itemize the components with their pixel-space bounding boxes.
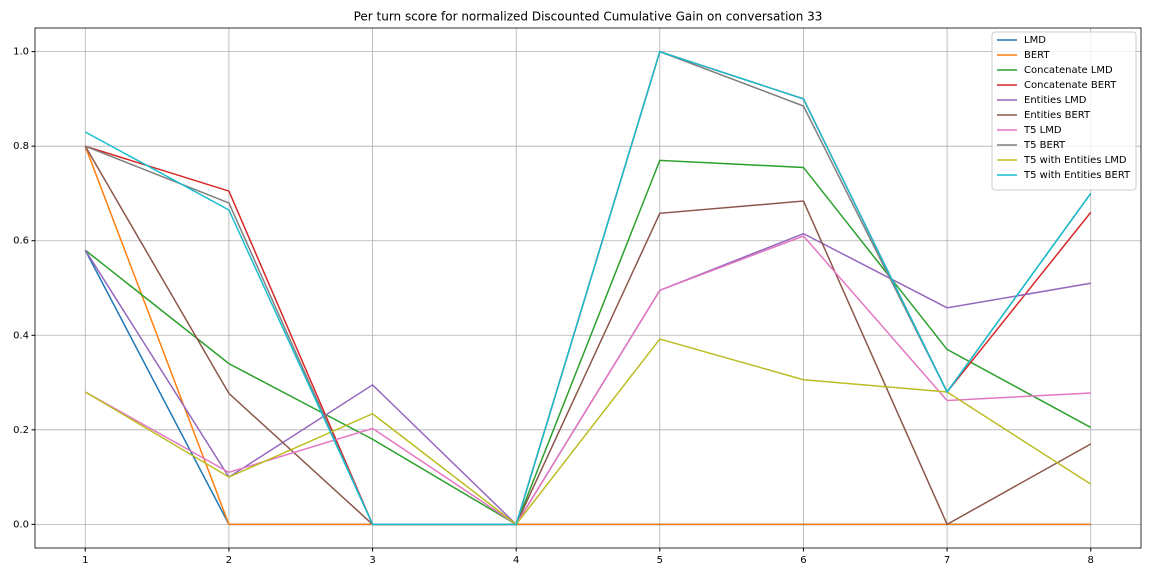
legend: LMD BERT Concatenate LMD Concatenate BERT En…	[991, 31, 1137, 191]
series-line	[84, 159, 1092, 526]
series-line	[84, 145, 1091, 526]
legend-label: T5 with Entities BERT	[1023, 170, 1131, 181]
series-line	[84, 145, 1092, 526]
legend-label: Entities BERT	[1024, 110, 1091, 121]
legend-label: T5 BERT	[1023, 140, 1066, 151]
series-line	[84, 50, 1092, 526]
plot-frame	[34, 27, 1142, 549]
legend-label: BERT	[1024, 50, 1050, 61]
legend-label: T5 LMD	[1023, 125, 1062, 136]
chart-title: Per turn score for normalized Discounted…	[354, 10, 823, 24]
y-tick-label: 0.6	[13, 236, 29, 247]
y-tick-label: 0.2	[13, 425, 29, 436]
legend-label: Concatenate LMD	[1024, 65, 1113, 76]
y-tick-label: 0.0	[13, 519, 29, 530]
legend-box	[991, 31, 1137, 191]
y-tick-label: 0.8	[13, 141, 29, 152]
x-tick-label: 3	[369, 555, 375, 566]
legend-label: T5 with Entities LMD	[1023, 155, 1127, 166]
x-tick-label: 7	[944, 555, 950, 566]
y-tick-label: 0.4	[13, 330, 29, 341]
x-tick-label: 2	[226, 555, 232, 566]
legend-label: LMD	[1024, 35, 1046, 46]
x-tick-label: 8	[1088, 555, 1094, 566]
x-tick-label: 1	[82, 555, 88, 566]
series-line	[84, 338, 1092, 526]
x-tick-label: 6	[800, 555, 806, 566]
legend-label: Entities LMD	[1024, 95, 1087, 106]
x-tick-label: 5	[657, 555, 663, 566]
x-tick-label: 4	[513, 555, 519, 566]
legend-label: Concatenate BERT	[1024, 80, 1117, 91]
series-line	[84, 235, 1091, 526]
y-tick-label: 1.0	[13, 47, 29, 58]
